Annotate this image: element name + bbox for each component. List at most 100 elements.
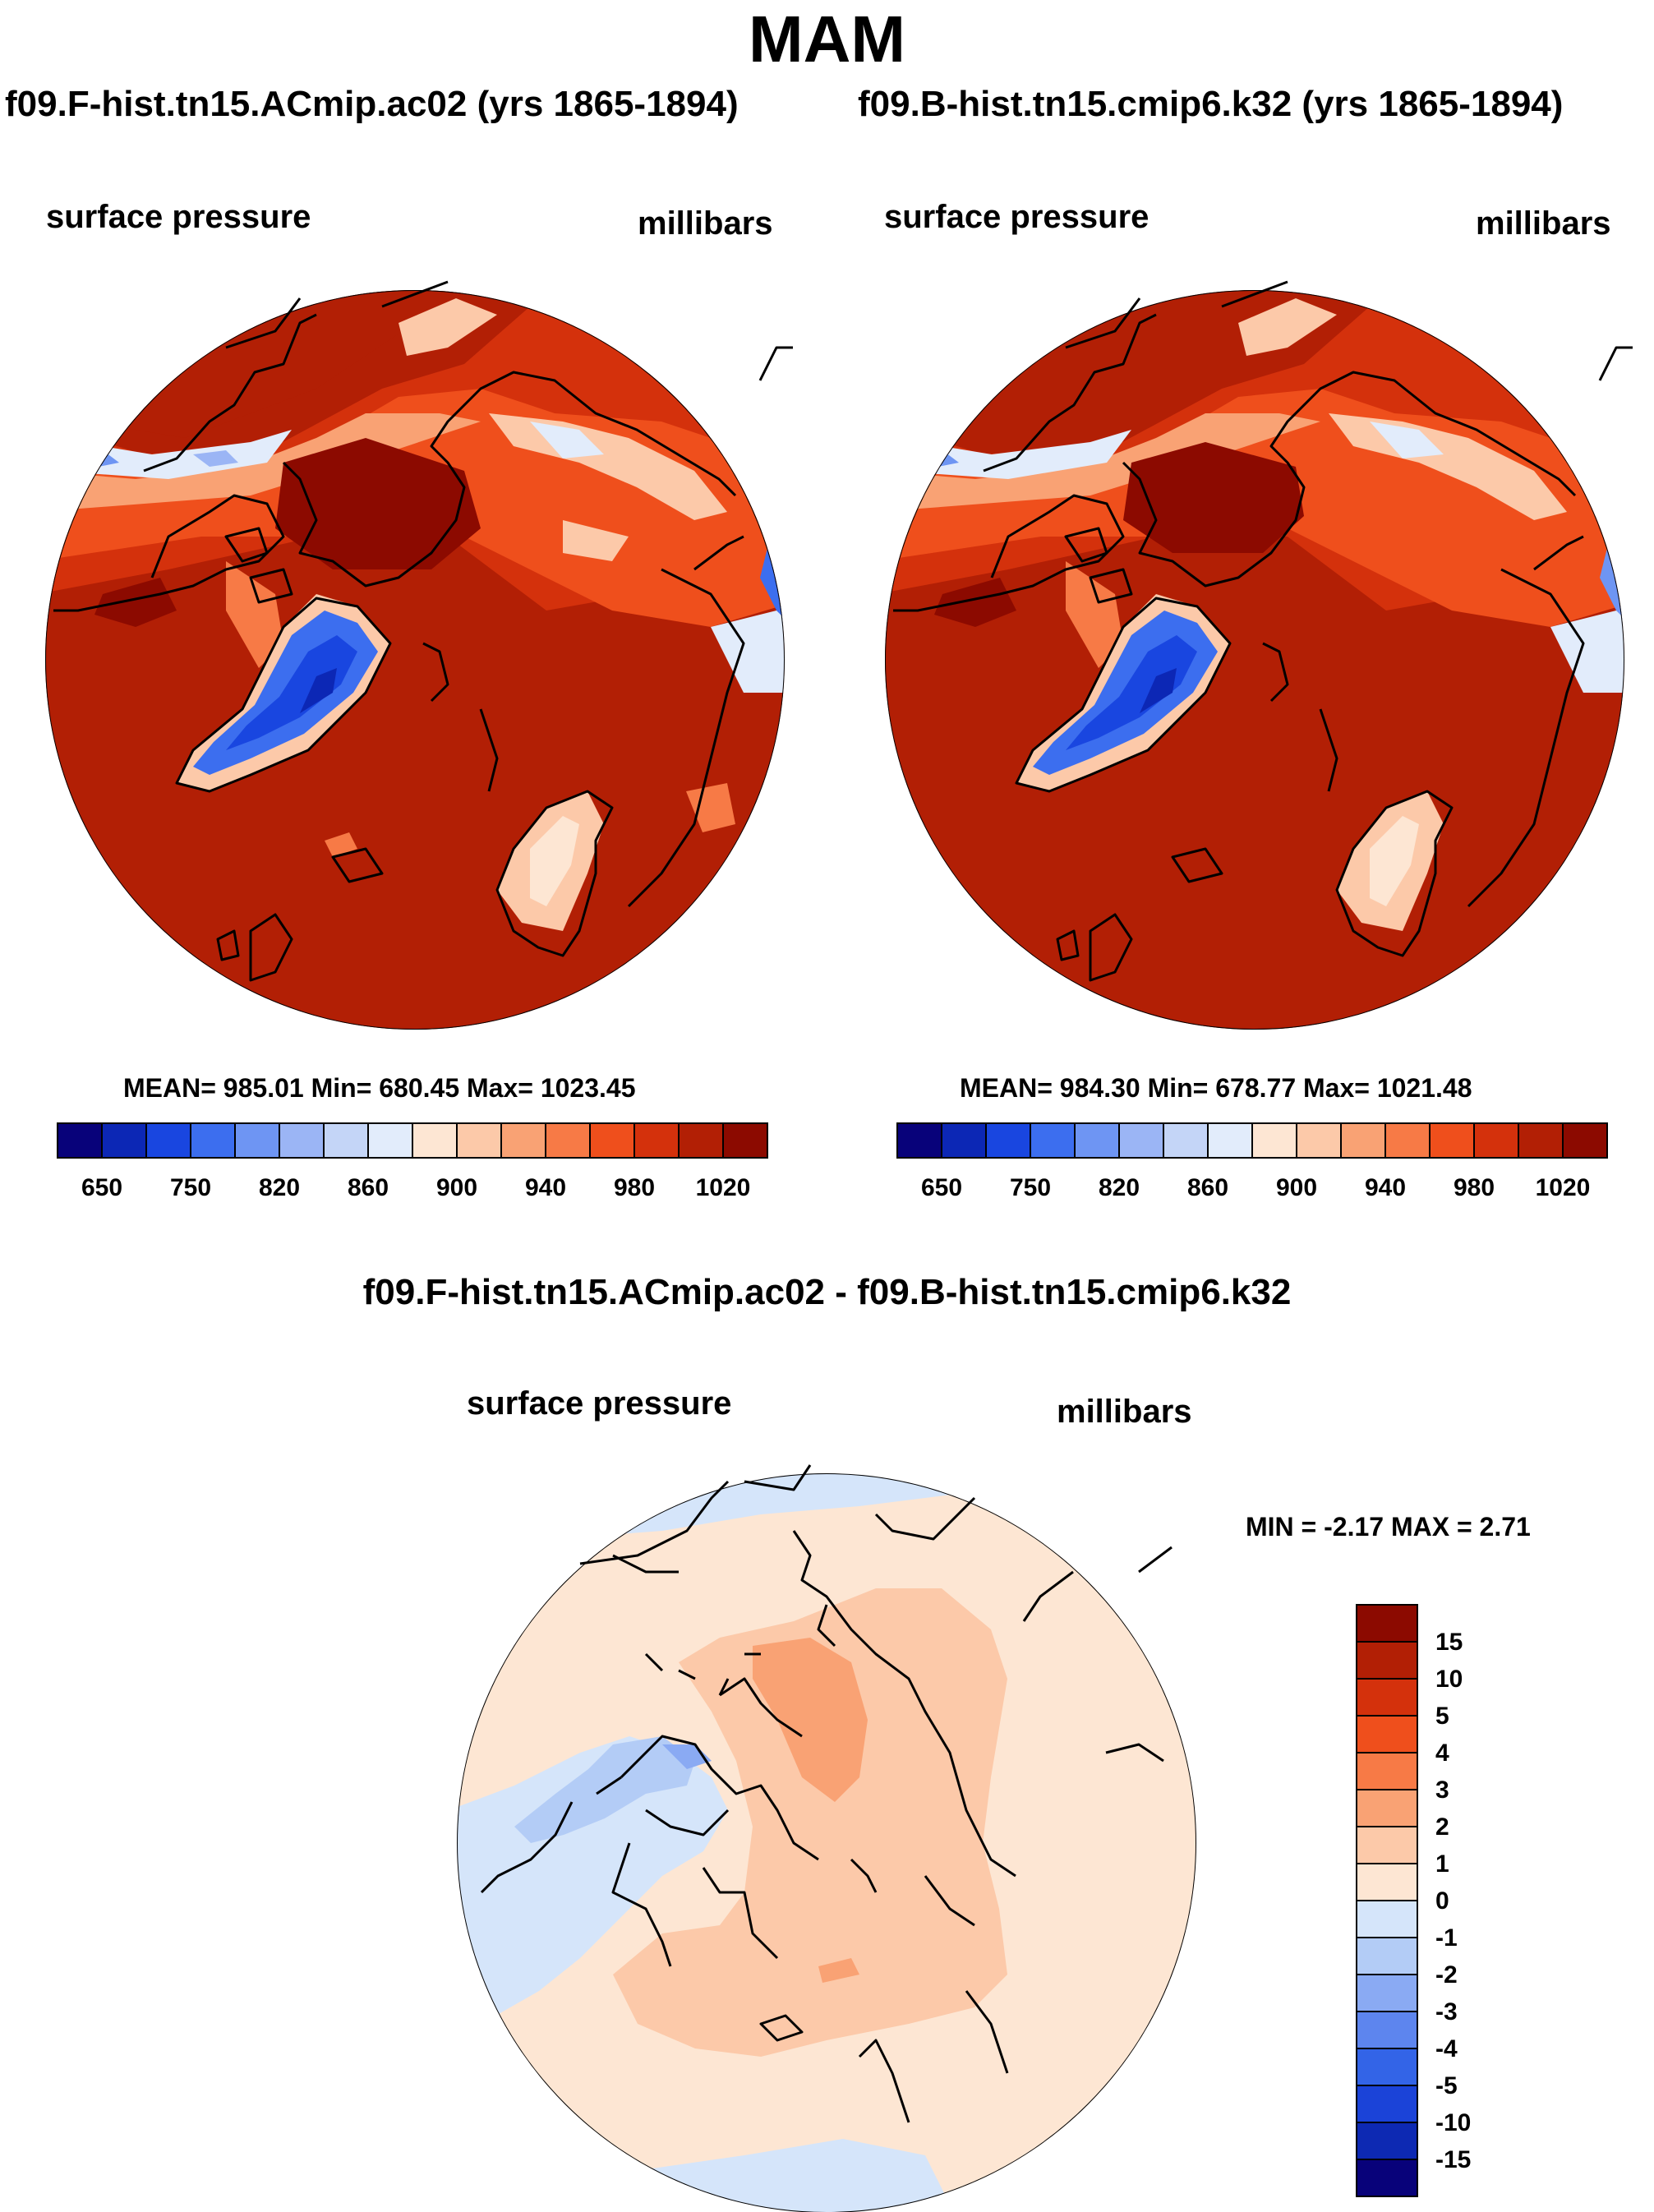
right-colorbar-tick-label: 860: [1187, 1174, 1228, 1201]
left-colorbar-tick-label: 980: [614, 1174, 655, 1201]
right-colorbar-tick-label: 940: [1365, 1174, 1406, 1201]
left-stats: MEAN= 985.01 Min= 680.45 Max= 1023.45: [123, 1073, 636, 1103]
right-colorbar-swatch: [941, 1122, 987, 1159]
right-colorbar-swatch: [896, 1122, 942, 1159]
right-colorbar-swatch: [1296, 1122, 1342, 1159]
left-colorbar-swatch: [367, 1122, 413, 1159]
right-colorbar-swatch: [1384, 1122, 1431, 1159]
difference-colorbar-tick-label: -4: [1435, 2035, 1458, 2062]
right-colorbar-swatch: [1429, 1122, 1475, 1159]
difference-colorbar-swatch: [1356, 1715, 1418, 1753]
difference-colorbar-tick-label: 0: [1435, 1887, 1449, 1915]
difference-colorbar-tick-label: -15: [1435, 2146, 1471, 2173]
difference-colorbar-tick-label: 5: [1435, 1703, 1449, 1730]
left-colorbar-tick-label: 940: [525, 1174, 566, 1201]
left-colorbar-swatch: [279, 1122, 325, 1159]
left-colorbar-tick-label: 900: [436, 1174, 477, 1201]
left-colorbar-swatch: [234, 1122, 280, 1159]
right-stats: MEAN= 984.30 Min= 678.77 Max= 1021.48: [960, 1073, 1472, 1103]
left-colorbar-swatch: [500, 1122, 546, 1159]
difference-colorbar-swatch: [1356, 1789, 1418, 1827]
difference-colorbar-tick-label: 1: [1435, 1850, 1449, 1878]
left-colorbar-swatch: [589, 1122, 635, 1159]
left-colorbar-swatch: [190, 1122, 236, 1159]
left-colorbar-swatch: [57, 1122, 103, 1159]
right-colorbar-tick-label: 900: [1276, 1174, 1317, 1201]
left-colorbar-swatch: [412, 1122, 458, 1159]
right-colorbar-swatch: [1518, 1122, 1564, 1159]
right-colorbar-swatch: [1163, 1122, 1209, 1159]
right-colorbar: 650 750 820 860 900 940 980 1020: [896, 1122, 1608, 1201]
right-panel-title: f09.B-hist.tn15.cmip6.k32 (yrs 1865-1894…: [858, 84, 1564, 124]
left-colorbar-swatch: [545, 1122, 591, 1159]
left-units-label: millibars: [638, 205, 773, 242]
difference-colorbar-tick-label: -1: [1435, 1924, 1458, 1952]
right-variable-label: surface pressure: [884, 199, 1150, 235]
difference-variable-label: surface pressure: [467, 1385, 732, 1422]
difference-colorbar-swatch: [1356, 1974, 1418, 2012]
difference-min-max: MIN = -2.17 MAX = 2.71: [1246, 1512, 1531, 1541]
left-colorbar-swatch: [722, 1122, 768, 1159]
difference-colorbar-tick-label: 15: [1435, 1629, 1463, 1656]
difference-colorbar-tick-label: -10: [1435, 2109, 1471, 2136]
left-panel-title: f09.F-hist.tn15.ACmip.ac02 (yrs 1865-189…: [5, 84, 739, 124]
right-colorbar-tick-label: 820: [1099, 1174, 1140, 1201]
left-colorbar-tick-label: 860: [348, 1174, 389, 1201]
difference-colorbar-tick-label: 2: [1435, 1813, 1449, 1841]
difference-polar-map: [457, 1464, 1196, 2212]
left-colorbar: 650 750 820 860 900 940 980 1020: [57, 1122, 768, 1201]
left-colorbar-swatch: [323, 1122, 369, 1159]
difference-colorbar-swatch: [1356, 2048, 1418, 2086]
right-colorbar-swatch: [985, 1122, 1031, 1159]
left-colorbar-swatch: [145, 1122, 191, 1159]
difference-colorbar-swatch: [1356, 1863, 1418, 1901]
difference-colorbar-swatch: [1356, 1678, 1418, 1717]
left-colorbar-swatch: [456, 1122, 502, 1159]
left-variable-label: surface pressure: [46, 199, 311, 235]
right-colorbar-swatch: [1340, 1122, 1386, 1159]
difference-colorbar-swatch: [1356, 1937, 1418, 1975]
left-colorbar-swatch: [678, 1122, 724, 1159]
right-colorbar-swatch: [1562, 1122, 1608, 1159]
right-colorbar-swatch: [1207, 1122, 1253, 1159]
difference-colorbar-tick-label: -2: [1435, 1961, 1458, 1988]
left-colorbar-tick-label: 820: [259, 1174, 300, 1201]
right-colorbar-swatch: [1118, 1122, 1164, 1159]
difference-colorbar-tick-label: -3: [1435, 1998, 1458, 2025]
left-colorbar-swatch: [633, 1122, 680, 1159]
difference-title: f09.F-hist.tn15.ACmip.ac02 - f09.B-hist.…: [362, 1272, 1292, 1312]
right-polar-map: [885, 280, 1633, 1030]
season-title: MAM: [748, 2, 906, 76]
difference-colorbar-tick-label: 10: [1435, 1666, 1463, 1693]
difference-colorbar-swatch: [1356, 2122, 1418, 2160]
right-units-label: millibars: [1476, 205, 1611, 242]
difference-colorbar-swatch: [1356, 2085, 1418, 2123]
right-colorbar-tick-label: 1020: [1536, 1174, 1591, 1201]
difference-colorbar-swatch: [1356, 1826, 1418, 1864]
right-colorbar-swatch: [1251, 1122, 1297, 1159]
right-colorbar-swatch: [1030, 1122, 1076, 1159]
difference-colorbar-swatch: [1356, 1900, 1418, 1938]
right-coastlines: [893, 280, 1633, 982]
difference-colorbar-swatch: [1356, 1604, 1418, 1643]
right-colorbar-swatch: [1473, 1122, 1519, 1159]
left-colorbar-tick-label: 1020: [696, 1174, 751, 1201]
left-colorbar-tick-label: 750: [170, 1174, 211, 1201]
left-polar-map: [45, 280, 793, 1030]
difference-colorbar-swatch: [1356, 1641, 1418, 1680]
difference-colorbar-tick-label: -5: [1435, 2072, 1458, 2099]
difference-colorbar-swatch: [1356, 2011, 1418, 2049]
difference-coastlines: [480, 1464, 1173, 2123]
difference-units-label: millibars: [1057, 1394, 1192, 1430]
left-colorbar-tick-label: 650: [81, 1174, 122, 1201]
difference-colorbar-swatch: [1356, 1752, 1418, 1790]
right-colorbar-tick-label: 980: [1454, 1174, 1495, 1201]
right-colorbar-tick-label: 650: [921, 1174, 962, 1201]
right-colorbar-swatch: [1074, 1122, 1120, 1159]
difference-colorbar-swatch: [1356, 2159, 1418, 2197]
right-colorbar-tick-label: 750: [1010, 1174, 1051, 1201]
difference-colorbar-tick-label: 3: [1435, 1777, 1449, 1804]
difference-colorbar-tick-label: 4: [1435, 1740, 1449, 1767]
